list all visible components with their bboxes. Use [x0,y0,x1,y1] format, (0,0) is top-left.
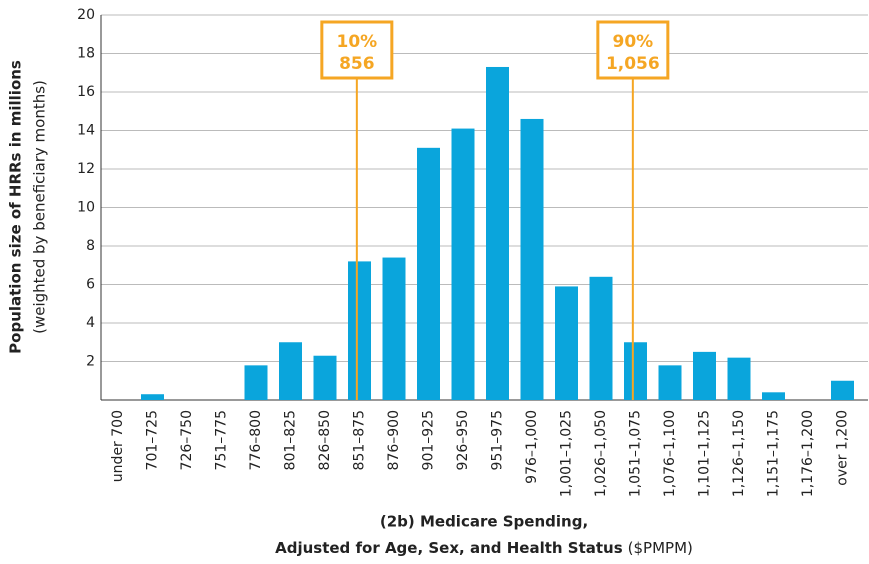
x-tick-label: over 1,200 [835,410,851,486]
x-tick-label: 1,126–1,150 [731,410,747,497]
y-tick-label: 14 [77,123,95,139]
bar [658,365,682,400]
x-tick-label: 1,151–1,175 [766,410,782,497]
y-tick-label: 18 [77,46,95,62]
x-tick-label: 951–975 [490,410,506,470]
bar [624,342,647,400]
annotation-box [320,20,394,80]
x-tick-label: 1,176–1,200 [800,410,816,497]
x-tick-label: 926–950 [455,410,471,470]
x-tick-label: 776–800 [248,410,264,470]
x-tick-label: 1,051–1,075 [628,410,644,497]
bar [244,365,268,400]
bar [348,261,371,400]
annotation-value: 856 [339,54,375,74]
annotation-value: 1,056 [606,54,660,74]
y-axis-title: Population size of HRRs in millions [7,60,25,354]
bar [141,394,164,400]
x-tick-label: 901–925 [421,410,437,470]
y-axis-subtitle: (weighted by beneficiary months) [31,80,49,334]
bar [417,147,440,400]
x-tick-label: 1,076–1,100 [662,410,678,497]
annotation-box [596,20,670,80]
y-tick-label: 8 [86,238,95,254]
x-tick-label: 726–750 [179,410,195,470]
x-axis-unit: ($PMPM) [628,539,693,557]
x-axis-title-line: Adjusted for Age, Sex, and Health Status… [275,539,693,557]
y-tick-label: 2 [86,354,95,370]
bar [762,392,785,400]
x-axis-title: (2b) Medicare Spending, [380,513,588,531]
bar [727,357,751,400]
x-tick-label: 1,001–1,025 [559,410,575,497]
x-axis-title: Adjusted for Age, Sex, and Health Status [275,539,623,557]
x-tick-label: 876–900 [386,410,402,470]
bar [279,342,302,400]
x-tick-label: under 700 [110,410,126,482]
bar [451,128,475,400]
x-tick-label: 701–725 [145,410,161,470]
x-tick-label: 751–775 [214,410,230,470]
x-tick-label: 801–825 [283,410,299,470]
x-tick-label: 826–850 [317,410,333,470]
y-tick-label: 20 [77,7,95,23]
y-tick-label: 4 [86,315,95,331]
bar [693,351,716,400]
bar [831,380,854,400]
y-tick-label: 12 [77,161,95,177]
bar [589,276,613,400]
x-tick-label: 976–1,000 [524,410,540,484]
bar [486,66,509,400]
annotation-percent: 90% [612,32,653,52]
y-tick-label: 6 [86,277,95,293]
bar [313,355,337,400]
bar [555,286,578,400]
bar [382,257,406,400]
bar [520,118,544,400]
annotation-percent: 10% [336,32,377,52]
x-tick-label: 1,026–1,050 [593,410,609,497]
x-tick-label: 1,101–1,125 [697,410,713,497]
y-tick-label: 10 [77,200,95,216]
y-tick-label: 16 [77,84,95,100]
x-tick-label: 851–875 [352,410,368,470]
